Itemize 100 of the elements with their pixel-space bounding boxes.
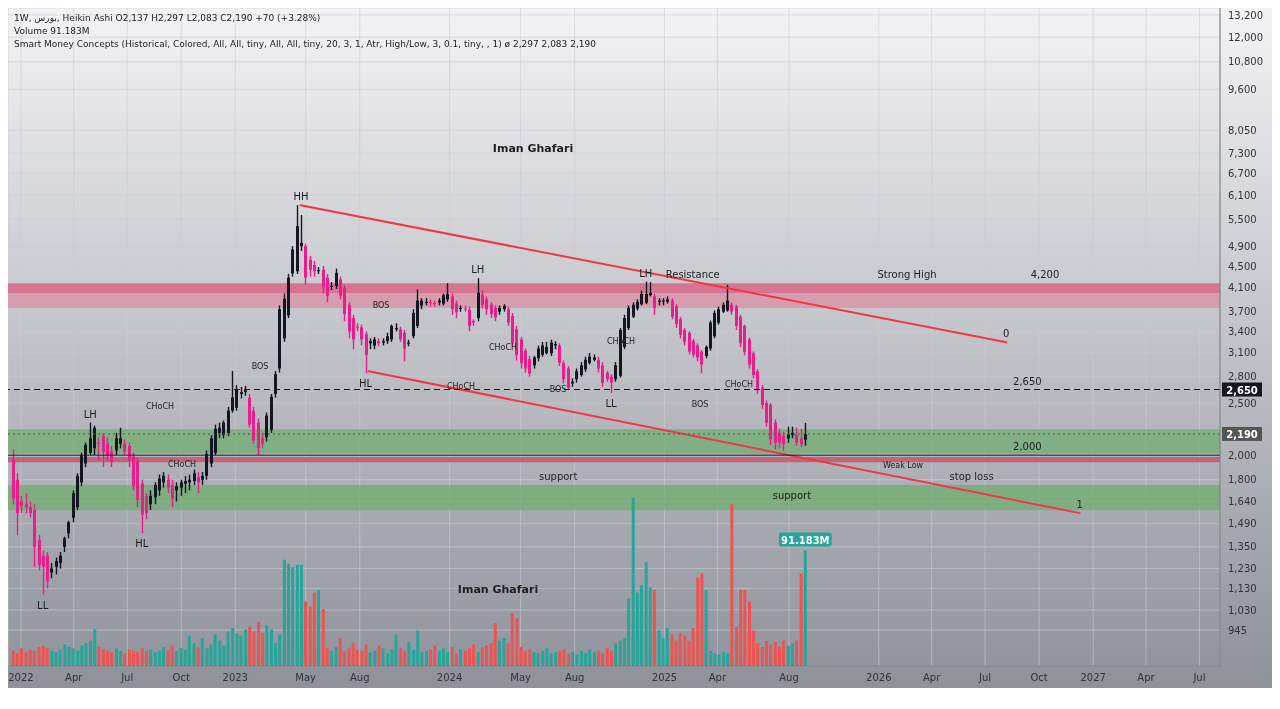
y-tick-label: 3,100	[1228, 347, 1257, 359]
candlestick	[55, 556, 58, 576]
candlestick	[407, 339, 410, 347]
y-tick-label: 4,900	[1228, 240, 1257, 252]
x-tick-label: Oct	[172, 672, 190, 684]
candlestick	[666, 295, 669, 305]
y-tick-label: 2,000	[1228, 449, 1257, 461]
annotation: Weak Low	[882, 460, 924, 470]
candlestick	[653, 293, 656, 316]
annotation: 1W, بورس, Heikin Ashi O2,137 H2,297 L2,083 C2,190 +70 (+3.28%)	[14, 12, 322, 25]
ref-line-label: 2,650	[1226, 384, 1258, 396]
candlestick	[291, 245, 294, 278]
annotation: 4,200	[1030, 269, 1060, 281]
candlestick	[257, 417, 260, 456]
candlestick	[671, 297, 674, 321]
x-tick-label: May	[510, 672, 532, 684]
candlestick	[197, 471, 200, 494]
candlestick	[317, 266, 320, 275]
y-tick-label: 1,490	[1228, 518, 1257, 530]
x-tick-label: 2024	[436, 672, 463, 684]
annotation: CHoCH	[167, 459, 197, 469]
candlestick	[722, 301, 725, 314]
candlestick	[446, 282, 449, 303]
candlestick	[696, 342, 699, 363]
candlestick	[123, 438, 126, 456]
candlestick	[335, 267, 338, 290]
candlestick	[562, 359, 565, 385]
candlestick	[520, 336, 523, 370]
y-tick-label: 8,050	[1228, 124, 1257, 136]
annotation: BOS	[549, 384, 567, 394]
annotation: BOS	[251, 361, 269, 371]
candlestick	[575, 367, 578, 384]
candlestick	[567, 365, 570, 391]
annotation: support	[539, 470, 578, 482]
x-tick-label: Apr	[923, 672, 942, 684]
candlestick	[141, 479, 144, 535]
candlestick	[309, 255, 312, 278]
candlestick	[464, 304, 467, 313]
y-tick-label: 5,500	[1228, 213, 1257, 225]
candlestick	[545, 341, 548, 356]
candlestick	[154, 481, 157, 506]
candlestick	[774, 418, 777, 451]
annotation: LL	[37, 599, 49, 611]
candlestick	[149, 489, 152, 511]
candlestick	[485, 295, 488, 316]
candlestick	[632, 301, 635, 319]
candlestick	[800, 428, 803, 448]
annotation: CHoCH	[145, 401, 175, 411]
y-tick-label: 7,300	[1228, 147, 1257, 159]
ref-line-label: 2,190	[1226, 428, 1258, 440]
candlestick	[490, 301, 493, 319]
x-tick-label: Jul	[978, 672, 992, 684]
candlestick	[175, 481, 178, 503]
annotation: stop loss	[949, 470, 994, 482]
candlestick	[193, 468, 196, 486]
candlestick	[102, 432, 105, 468]
annotation: BOS	[372, 300, 390, 310]
y-tick-label: 13,200	[1228, 9, 1263, 21]
candlestick	[606, 370, 609, 383]
annotation: BOS	[691, 399, 709, 409]
candlestick	[455, 299, 458, 319]
candlestick	[63, 536, 66, 553]
candlestick	[528, 355, 531, 378]
annotation: Volume 91.183M	[14, 25, 91, 38]
y-tick-label: 1,030	[1228, 604, 1257, 616]
candlestick	[38, 534, 41, 572]
candlestick	[481, 289, 484, 310]
y-tick-label: 6,700	[1228, 167, 1257, 179]
y-tick-label: 3,700	[1228, 306, 1257, 318]
y-tick-label: 2,800	[1228, 371, 1257, 383]
x-tick-label: Aug	[349, 672, 370, 684]
candlestick	[726, 284, 729, 313]
annotation: HL	[359, 378, 373, 390]
x-tick-label: May	[295, 672, 317, 684]
candlestick	[403, 329, 406, 363]
x-tick-label: 2026	[866, 672, 892, 684]
candlestick	[296, 204, 299, 275]
candlestick	[97, 436, 100, 461]
candlestick	[782, 431, 785, 452]
x-tick-label: Apr	[65, 672, 84, 684]
candlestick	[373, 336, 376, 350]
annotation: 1	[1076, 499, 1083, 511]
data-label: 91.183M	[781, 534, 830, 546]
candlestick	[494, 304, 497, 323]
x-tick-label: Apr	[708, 672, 727, 684]
x-tick-label: Jul	[120, 672, 134, 684]
annotation: HH	[293, 191, 309, 203]
candlestick	[503, 303, 506, 313]
x-tick-label: Jul	[1192, 672, 1206, 684]
annotation: CHoCH	[724, 379, 754, 389]
candlestick	[580, 361, 583, 378]
candlestick	[382, 337, 385, 347]
annotation: Resistance	[665, 269, 720, 281]
candlestick	[360, 323, 363, 347]
x-tick-label: 2025	[651, 672, 678, 684]
candlestick	[429, 298, 432, 308]
y-tick-label: 1,230	[1228, 563, 1257, 575]
candlestick	[390, 323, 393, 343]
candlestick	[550, 339, 553, 357]
candlestick	[645, 280, 648, 305]
